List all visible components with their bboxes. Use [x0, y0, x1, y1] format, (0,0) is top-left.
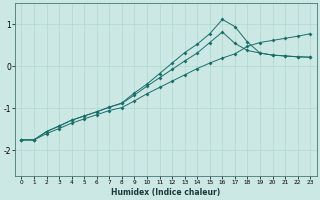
X-axis label: Humidex (Indice chaleur): Humidex (Indice chaleur) — [111, 188, 220, 197]
